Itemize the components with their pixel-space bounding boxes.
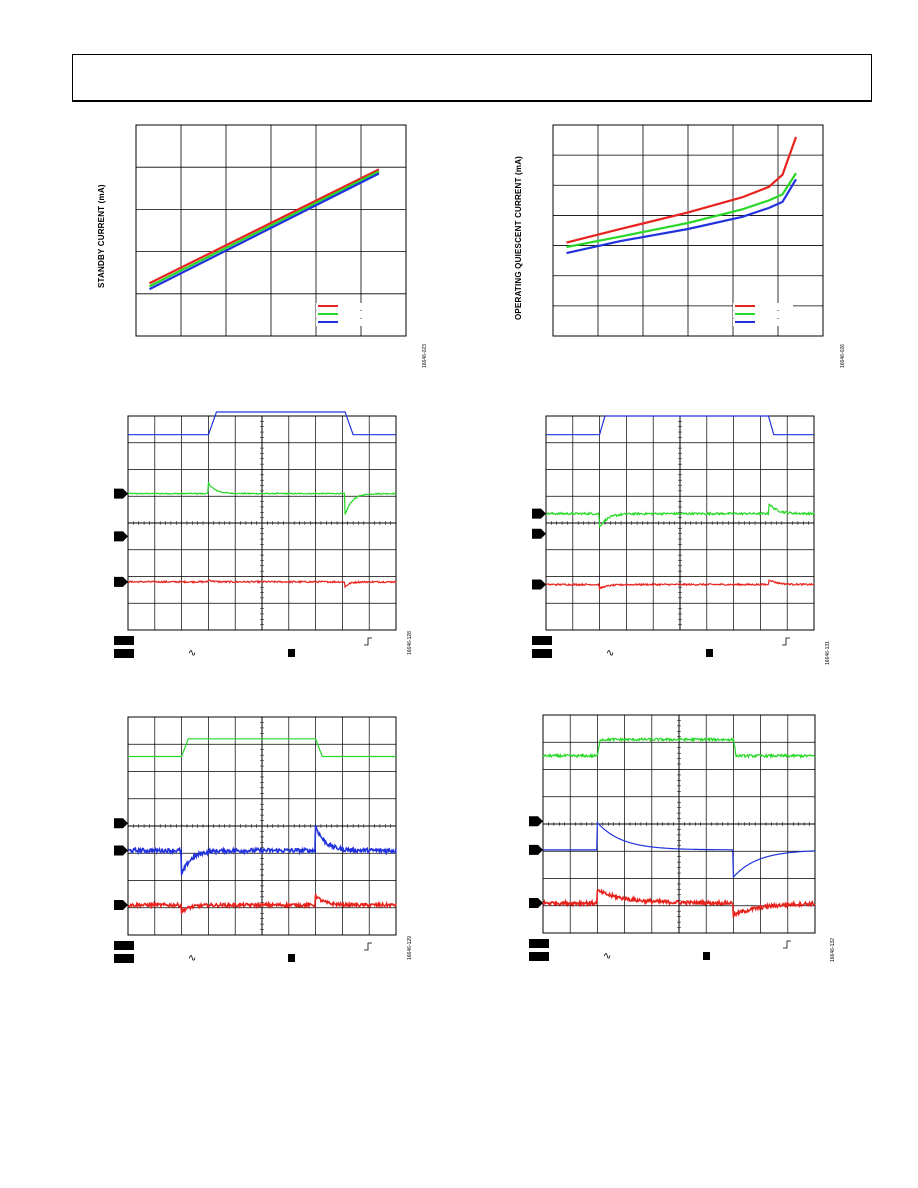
status-block-1 (532, 636, 552, 645)
channel-marker-2 (529, 844, 543, 855)
trace-2 (543, 821, 815, 879)
channel-marker-2 (532, 528, 546, 539)
fig1-ylabel: STANDBY CURRENT (mA) (97, 184, 106, 288)
scope-capture-4: ∿ (532, 415, 815, 659)
trigger-glyph (782, 637, 790, 646)
status-block-2 (529, 952, 549, 961)
channel-marker-3 (529, 898, 543, 909)
coupling-glyph: ∿ (188, 953, 196, 964)
coupling-glyph: ∿ (188, 648, 196, 659)
legend-bg (316, 319, 376, 326)
status-block-2 (114, 954, 134, 963)
fig3-figure-code: 16646-128 (407, 631, 413, 655)
channel-marker-1 (532, 508, 546, 519)
scope-capture-6: ∿ (529, 714, 816, 962)
trace-1 (546, 415, 814, 436)
trace-3 (127, 893, 397, 915)
series-line-3 (149, 172, 380, 291)
legend-bg (733, 319, 793, 326)
trace-3 (542, 888, 816, 919)
scope-capture-5: ∿ (114, 716, 397, 964)
trigger-glyph (364, 942, 372, 951)
channel-marker-1 (114, 818, 128, 829)
fig4-figure-code: 16646-131 (825, 641, 831, 665)
standby-current-chart (135, 124, 407, 337)
legend-bg (316, 311, 376, 318)
channel-marker-1 (114, 488, 128, 499)
channel-marker-3 (114, 576, 128, 587)
trace-1 (128, 411, 396, 436)
fig5-figure-code: 16646-129 (407, 936, 413, 960)
trigger-glyph (783, 940, 791, 949)
status-block-3 (288, 649, 295, 657)
fig2-figure-code: 16646-026 (840, 344, 846, 368)
series-line-1 (566, 136, 798, 244)
scope-capture-3: ∿ (114, 411, 397, 659)
series-line-3 (566, 178, 797, 255)
status-block-3 (706, 649, 713, 657)
page-header (72, 54, 872, 102)
fig2-ylabel: OPERATING QUIESCENT CURRENT (mA) (514, 155, 523, 320)
legend-bg (316, 303, 376, 310)
trace-1 (128, 738, 396, 758)
trace-2 (127, 824, 397, 877)
channel-marker-3 (114, 900, 128, 911)
coupling-glyph: ∿ (606, 648, 614, 659)
series-line-1 (149, 168, 380, 285)
status-block-1 (529, 939, 549, 948)
legend-bg (733, 311, 793, 318)
trigger-glyph (364, 637, 372, 646)
trace-2 (127, 481, 397, 515)
series-line-2 (149, 170, 380, 288)
fig1-figure-code: 16646-023 (422, 344, 428, 368)
channel-marker-1 (529, 816, 543, 827)
status-block-2 (532, 649, 552, 658)
status-block-1 (114, 636, 134, 645)
status-block-3 (703, 952, 710, 960)
channel-marker-3 (532, 579, 546, 590)
trace-2 (545, 503, 815, 529)
status-block-2 (114, 649, 134, 658)
channel-marker-2 (114, 845, 128, 856)
trace-3 (127, 579, 397, 589)
trace-3 (545, 579, 815, 592)
status-block-3 (288, 954, 295, 962)
fig6-figure-code: 16646-132 (830, 938, 836, 962)
legend-bg (733, 303, 793, 310)
trace-1 (542, 736, 816, 760)
channel-marker-2 (114, 531, 128, 542)
series-line-2 (566, 172, 797, 249)
operating-quiescent-current-chart (552, 124, 824, 337)
coupling-glyph: ∿ (603, 951, 611, 962)
status-block-1 (114, 941, 134, 950)
